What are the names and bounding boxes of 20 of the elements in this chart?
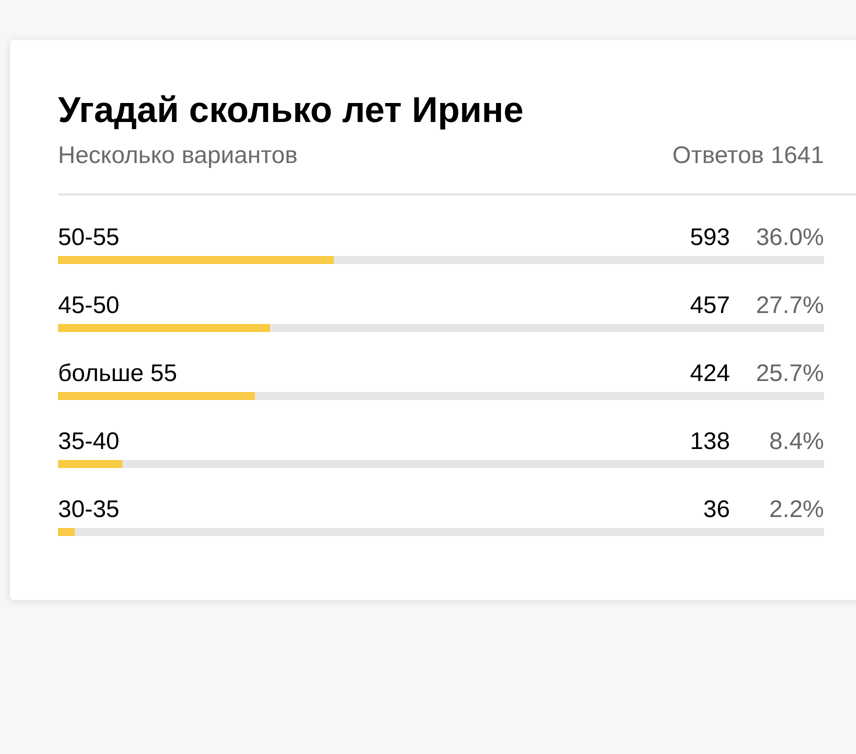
y-tick-label: 35-40 (58, 428, 120, 455)
annotation: 36 (703, 496, 730, 523)
y-tick-label: больше 55 (58, 360, 178, 387)
y-tick-label: 30-35 (58, 496, 120, 523)
y-tick-label: 45-50 (58, 292, 120, 319)
text: Ответов 1641 (672, 142, 824, 169)
chart-title: Угадай сколько лет Ирине (58, 89, 524, 130)
data-label: 8.4% (769, 428, 824, 455)
annotation: 593 (690, 224, 730, 251)
bar (58, 460, 122, 468)
bar (58, 528, 75, 536)
data-label: 36.0% (756, 224, 824, 251)
annotation: 457 (690, 292, 730, 319)
annotation: 138 (690, 428, 730, 455)
data-label: 2.2% (769, 496, 824, 523)
data-label: 27.7% (756, 292, 824, 319)
y-tick-label: 50-55 (58, 224, 120, 251)
data-label: 25.7% (756, 360, 824, 387)
chart-subtitle: Несколько вариантов (58, 142, 298, 169)
annotation: 424 (690, 360, 730, 387)
